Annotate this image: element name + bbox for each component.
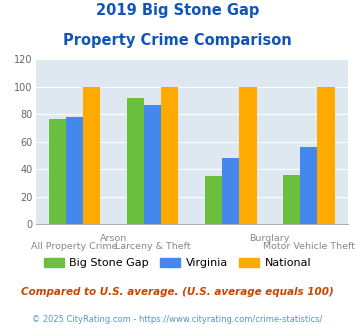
Bar <box>205 176 222 224</box>
Bar <box>161 87 179 224</box>
Text: 2019 Big Stone Gap: 2019 Big Stone Gap <box>96 3 259 18</box>
Text: Larceny & Theft: Larceny & Theft <box>115 242 191 251</box>
Text: All Property Crime: All Property Crime <box>31 242 118 251</box>
Bar <box>300 148 317 224</box>
Bar <box>283 175 300 224</box>
Bar <box>144 105 161 224</box>
Text: Burglary: Burglary <box>250 234 290 243</box>
Text: Property Crime Comparison: Property Crime Comparison <box>63 33 292 48</box>
Bar <box>49 118 66 224</box>
Text: © 2025 CityRating.com - https://www.cityrating.com/crime-statistics/: © 2025 CityRating.com - https://www.city… <box>32 315 323 324</box>
Bar <box>66 117 83 224</box>
Bar <box>317 87 335 224</box>
Bar <box>222 158 239 224</box>
Text: Compared to U.S. average. (U.S. average equals 100): Compared to U.S. average. (U.S. average … <box>21 287 334 297</box>
Text: Motor Vehicle Theft: Motor Vehicle Theft <box>263 242 355 251</box>
Bar <box>83 87 100 224</box>
Bar <box>127 98 144 224</box>
Legend: Big Stone Gap, Virginia, National: Big Stone Gap, Virginia, National <box>39 253 316 273</box>
Bar <box>239 87 257 224</box>
Text: Arson: Arson <box>100 234 127 243</box>
